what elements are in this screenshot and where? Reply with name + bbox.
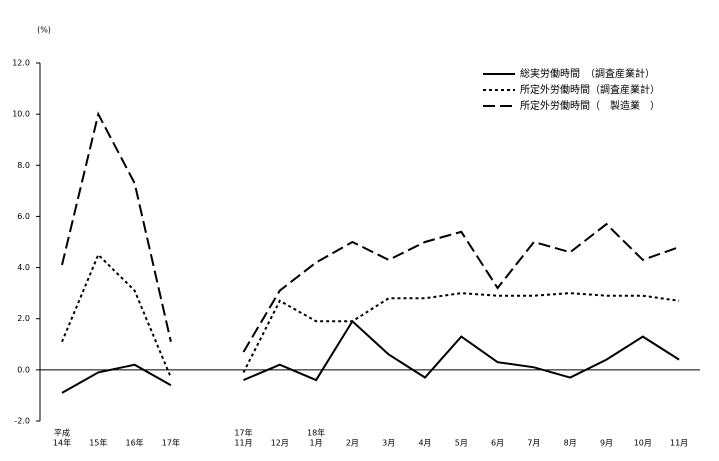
x-tick-label: 10月 [634,439,652,448]
x-tick-label: 3月 [382,439,395,448]
y-tick-label: -2.0 [14,417,30,426]
x-tick-label: 1月 [310,439,323,448]
x-tick-label: 16年 [126,438,144,448]
y-tick-label: 10.0 [12,110,30,119]
y-tick-label: 4.0 [17,263,30,272]
x-tick-label: 12月 [271,439,289,448]
y-tick-label: 2.0 [17,314,30,323]
legend-label: 総実労働時間 （調査産業計） [520,67,655,80]
y-tick-label: 8.0 [17,161,30,170]
x-tick-label-top: 平成 [54,428,70,438]
y-unit: (%) [37,26,51,35]
series-line [61,319,680,394]
x-tick-label: 2月 [346,439,359,448]
x-tick-label-top: 18年 [307,428,325,438]
x-tick-label: 8月 [564,439,577,448]
x-tick-label: 17年 [162,438,180,448]
y-tick-label: 6.0 [17,212,30,221]
x-tick-label: 11月 [234,439,252,448]
series-line [61,253,680,378]
x-tick-label: 4月 [418,439,431,448]
x-tick-label: 14年 [53,438,71,448]
y-tick-label: 0.0 [17,365,30,374]
series-line [61,111,680,353]
x-tick-label: 7月 [527,439,540,448]
x-tick-label-top: 17年 [234,428,252,438]
x-tick-label: 11月 [670,439,688,448]
x-tick-label: 15年 [89,438,107,448]
legend-label: 所定外労働時間（ 製造業 ） [520,99,660,112]
y-tick-label: 12.0 [12,59,30,68]
x-tick-label: 9月 [600,439,613,448]
x-tick-label: 5月 [455,439,468,448]
legend: 総実労働時間 （調査産業計） 所定外労働時間（調査産業計） 所定外労働時間（ 製造業… [483,67,660,112]
x-tick-label: 6月 [491,439,504,448]
legend-label: 所定外労働時間（調査産業計） [520,83,660,96]
